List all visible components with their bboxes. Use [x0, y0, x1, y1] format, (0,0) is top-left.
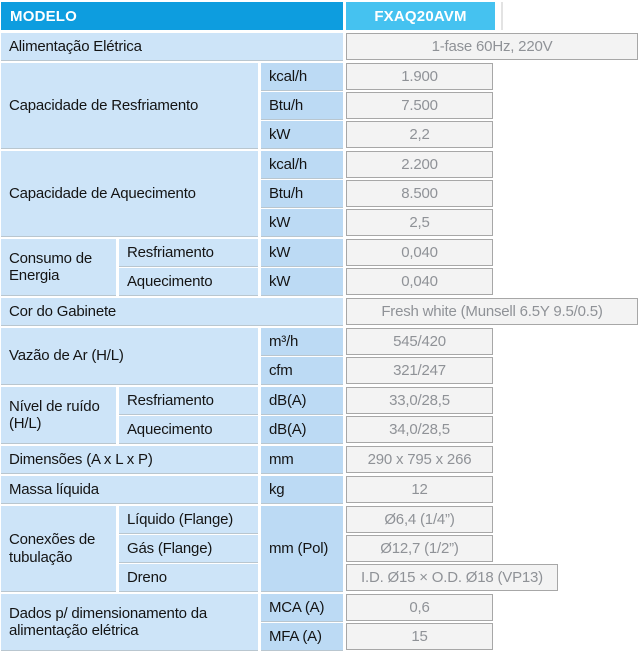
value-cell: 290 x 795 x 266 — [346, 446, 493, 473]
header-model-value: FXAQ20AVM — [346, 2, 495, 30]
table-header: MODELO FXAQ20AVM — [1, 2, 638, 30]
unit-cell: mm (Pol) — [261, 506, 343, 591]
value-cell: 2.200 — [346, 151, 493, 178]
section-consumo-energia: Consumo de Energia Resfriamento kW 0,040… — [1, 239, 638, 295]
row-label: Conexões de tubulação — [1, 506, 116, 591]
row-label: Massa líquida — [1, 476, 258, 503]
unit-cell: kW — [261, 121, 343, 148]
value-cell: 15 — [346, 623, 493, 650]
value-cell: 34,0/28,5 — [346, 416, 493, 443]
row-label: Capacidade de Resfriamento — [1, 63, 258, 148]
section-vazao-ar: Vazão de Ar (H/L) m³/h 545/420 cfm 321/2… — [1, 328, 638, 384]
row-label: Cor do Gabinete — [1, 298, 343, 325]
row-label: Capacidade de Aquecimento — [1, 151, 258, 236]
header-column-shadow — [501, 2, 503, 30]
value-cell: Ø6,4 (1/4”) — [346, 506, 493, 533]
row-label: Alimentação Elétrica — [1, 33, 343, 60]
unit-cell: kW — [261, 268, 343, 295]
row-label: Consumo de Energia — [1, 239, 116, 295]
value-cell: 1.900 — [346, 63, 493, 90]
row-label: Dimensões (A x L x P) — [1, 446, 258, 473]
unit-cell: kW — [261, 239, 343, 266]
unit-cell: Btu/h — [261, 180, 343, 207]
row-massa-liquida: Massa líquida kg 12 — [1, 476, 638, 503]
row-label: Dados p/ dimensionamento da alimentação … — [1, 594, 258, 650]
sub-label: Líquido (Flange) — [119, 506, 258, 533]
row-label: Vazão de Ar (H/L) — [1, 328, 258, 384]
value-cell: I.D. Ø15 × O.D. Ø18 (VP13) — [346, 564, 558, 591]
value-cell: 8.500 — [346, 180, 493, 207]
unit-cell: m³/h — [261, 328, 343, 355]
unit-cell: MFA (A) — [261, 623, 343, 650]
value-cell: 2,2 — [346, 121, 493, 148]
row-label: Nível de ruído (H/L) — [1, 387, 116, 443]
unit-cell: cfm — [261, 357, 343, 384]
value-cell: 12 — [346, 476, 493, 503]
unit-cell: kcal/h — [261, 63, 343, 90]
sub-label: Resfriamento — [119, 387, 258, 414]
unit-cell: dB(A) — [261, 416, 343, 443]
row-alimentacao: Alimentação Elétrica 1-fase 60Hz, 220V — [1, 33, 638, 60]
value-cell: Ø12,7 (1/2”) — [346, 535, 493, 562]
section-conexoes-tubulacao: Conexões de tubulação Líquido (Flange) m… — [1, 506, 638, 591]
section-capacidade-resfriamento: Capacidade de Resfriamento kcal/h 1.900 … — [1, 63, 638, 148]
sub-label: Dreno — [119, 564, 258, 591]
value-cell: 2,5 — [346, 209, 493, 236]
value-cell: Fresh white (Munsell 6.5Y 9.5/0.5) — [346, 298, 638, 325]
unit-cell: MCA (A) — [261, 594, 343, 621]
section-capacidade-aquecimento: Capacidade de Aquecimento kcal/h 2.200 B… — [1, 151, 638, 236]
value-cell: 7.500 — [346, 92, 493, 119]
unit-cell: kcal/h — [261, 151, 343, 178]
unit-cell: dB(A) — [261, 387, 343, 414]
unit-cell: kW — [261, 209, 343, 236]
header-modelo-label: MODELO — [1, 2, 343, 30]
section-dados-alimentacao: Dados p/ dimensionamento da alimentação … — [1, 594, 638, 650]
value-cell: 545/420 — [346, 328, 493, 355]
sub-label: Resfriamento — [119, 239, 258, 266]
value-cell: 33,0/28,5 — [346, 387, 493, 414]
value-cell: 0,040 — [346, 239, 493, 266]
unit-cell: mm — [261, 446, 343, 473]
value-cell: 321/247 — [346, 357, 493, 384]
value-cell: 0,6 — [346, 594, 493, 621]
row-cor-gabinete: Cor do Gabinete Fresh white (Munsell 6.5… — [1, 298, 638, 325]
sub-label: Gás (Flange) — [119, 535, 258, 562]
value-cell: 0,040 — [346, 268, 493, 295]
unit-cell: Btu/h — [261, 92, 343, 119]
unit-cell: kg — [261, 476, 343, 503]
section-nivel-ruido: Nível de ruído (H/L) Resfriamento dB(A) … — [1, 387, 638, 443]
sub-label: Aquecimento — [119, 268, 258, 295]
value-cell: 1-fase 60Hz, 220V — [346, 33, 638, 60]
row-dimensoes: Dimensões (A x L x P) mm 290 x 795 x 266 — [1, 446, 638, 473]
sub-label: Aquecimento — [119, 416, 258, 443]
